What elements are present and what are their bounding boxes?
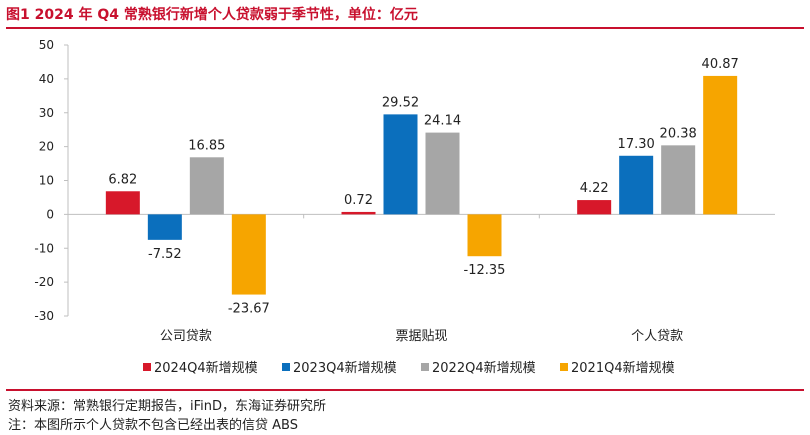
legend-label: 2022Q4新增规模 — [432, 360, 536, 376]
x-category-label: 票据贴现 — [395, 329, 447, 344]
data-label: 40.87 — [702, 57, 739, 72]
legend-swatch — [143, 363, 151, 371]
y-tick-label: 20 — [39, 140, 54, 154]
data-label: 17.30 — [618, 137, 655, 152]
bar — [189, 157, 224, 215]
footer-divider — [6, 389, 804, 391]
bar — [147, 214, 182, 240]
bar — [577, 200, 612, 215]
x-category-label: 公司贷款 — [160, 329, 212, 344]
data-label: 16.85 — [188, 138, 225, 153]
legend-label: 2023Q4新增规模 — [293, 360, 397, 376]
bar — [425, 132, 460, 215]
title-divider — [6, 27, 804, 29]
bar — [619, 155, 654, 215]
y-tick-label: -30 — [34, 309, 54, 323]
data-label: -12.35 — [464, 263, 506, 278]
footnote: 注：本图所示个人贷款不包含已经出表的信贷 ABS — [8, 418, 298, 433]
bar — [383, 114, 418, 215]
chart-title: 图1 2024 年 Q4 常熟银行新增个人贷款弱于季节性，单位：亿元 — [6, 7, 418, 23]
legend-swatch — [560, 363, 568, 371]
data-label: 20.38 — [660, 126, 697, 141]
data-label: 4.22 — [580, 181, 609, 196]
y-tick-label: -20 — [34, 275, 54, 289]
y-tick-label: -10 — [34, 241, 54, 255]
legend-label: 2024Q4新增规模 — [154, 360, 258, 376]
y-tick-label: 10 — [39, 174, 54, 188]
y-tick-label: 50 — [39, 38, 54, 52]
legend-label: 2021Q4新增规模 — [571, 360, 675, 376]
x-category-label: 个人贷款 — [631, 329, 683, 344]
bar — [703, 75, 738, 215]
y-tick-label: 0 — [46, 207, 54, 221]
bar — [105, 191, 140, 215]
data-label: 24.14 — [424, 114, 461, 129]
y-tick-label: 30 — [39, 106, 54, 120]
data-label: -23.67 — [228, 302, 270, 317]
bar — [341, 211, 376, 215]
bar — [661, 145, 696, 215]
source-note: 资料来源：常熟银行定期报告，iFinD，东海证券研究所 — [8, 399, 327, 414]
legend-swatch — [421, 363, 429, 371]
bar — [231, 214, 266, 295]
legend-swatch — [282, 363, 290, 371]
data-label: 0.72 — [344, 193, 373, 208]
data-label: 6.82 — [108, 172, 137, 187]
data-label: -7.52 — [148, 247, 182, 262]
y-tick-label: 40 — [39, 72, 54, 86]
bar — [467, 214, 502, 257]
bar-chart: 50 40 30 20 10 0 -10 -20 -30 6.82 -7.52 16.85 -23.67… — [34, 38, 775, 376]
data-label: 29.52 — [382, 95, 419, 110]
